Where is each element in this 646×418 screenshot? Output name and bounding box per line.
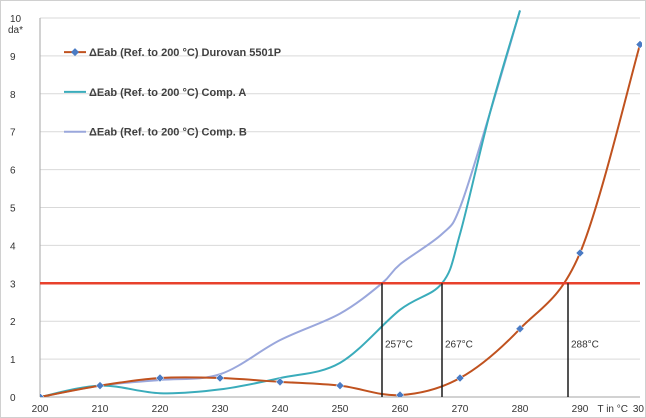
y-axis-ticks: 0 1 2 3 4 5 6 7 8 9 10: [10, 14, 22, 404]
data-point-marker: [455, 373, 465, 383]
x-tick-label: 270: [452, 404, 469, 415]
data-point-marker: [335, 381, 345, 390]
data-point-marker: [635, 40, 642, 49]
x-tick-label: 290: [572, 404, 589, 415]
series-lines: [40, 10, 642, 397]
series-line: [40, 10, 521, 397]
x-axis-label: T in °C: [598, 404, 629, 415]
y-tick-label: 3: [10, 279, 16, 290]
legend-label: ΔEab (Ref. to 200 °C) Comp. A: [89, 87, 246, 99]
y-tick-label: 1: [10, 355, 16, 366]
legend-label: ΔEab (Ref. to 200 °C) Durovan 5501P: [89, 47, 281, 59]
data-point-marker: [515, 324, 525, 334]
x-tick-label: 200: [32, 404, 49, 415]
annotation-label: 288°C: [571, 340, 599, 351]
x-tick-label: 220: [152, 404, 169, 415]
y-tick-label: 7: [10, 128, 16, 139]
x-tick-label: 210: [92, 404, 109, 415]
legend-marker: [71, 48, 79, 57]
x-tick-label: 230: [212, 404, 229, 415]
x-tick-label: 250: [332, 404, 349, 415]
data-point-marker: [395, 390, 405, 397]
x-tick-label: 30: [633, 404, 645, 415]
data-point-marker: [575, 248, 585, 258]
data-point-marker: [155, 373, 165, 383]
y-tick-label: 6: [10, 166, 16, 177]
data-point-marker: [95, 381, 105, 390]
x-axis-ticks: 200 210 220 230 240 250 260 270 280 290 30 T in °C: [32, 404, 645, 415]
y-tick-label: 8: [10, 90, 16, 101]
legend: ΔEab (Ref. to 200 °C) Durovan 5501P ΔEab …: [64, 47, 281, 139]
y-tick-label: 4: [10, 241, 16, 252]
y-axis-label: da*: [8, 25, 23, 36]
data-point-marker: [40, 392, 45, 397]
annotation-layer: 257°C 267°C 288°C: [381, 283, 599, 397]
y-tick-label: 0: [10, 393, 16, 404]
data-point-marker: [275, 377, 285, 387]
legend-label: ΔEab (Ref. to 200 °C) Comp. B: [89, 127, 247, 139]
y-tick-label: 9: [10, 52, 16, 63]
annotation-label: 257°C: [385, 340, 413, 351]
x-tick-label: 260: [392, 404, 409, 415]
y-tick-label: 10: [10, 14, 22, 25]
y-tick-label: 2: [10, 317, 16, 328]
y-tick-label: 5: [10, 204, 16, 215]
x-tick-label: 240: [272, 404, 289, 415]
annotation-label: 267°C: [445, 340, 473, 351]
data-point-marker: [215, 373, 225, 383]
x-tick-label: 280: [512, 404, 529, 415]
